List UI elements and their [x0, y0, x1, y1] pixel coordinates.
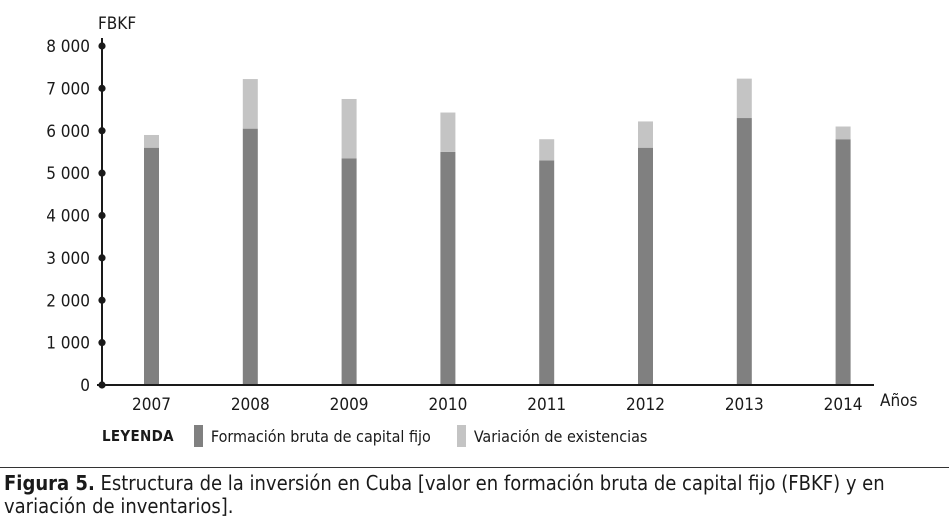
x-tick-label: 2007 [132, 395, 171, 415]
bar-existencias-2007 [144, 134, 159, 148]
y-tick-label: 6 000 [46, 122, 90, 142]
legend-entry-fbkf: Formación bruta de capital fijo [193, 425, 431, 447]
y-tick-label: 2 000 [46, 291, 90, 311]
caption-label: Figura 5. [4, 471, 95, 495]
legend-title: LEYENDA [102, 427, 174, 445]
bar-existencias-2012 [638, 121, 653, 148]
bar-existencias-2008 [242, 79, 258, 129]
legend-swatch-existencias [456, 425, 466, 447]
x-tick-label: 2013 [725, 395, 764, 415]
y-tick-label: 1 000 [46, 334, 90, 354]
bar-existencias-2013 [736, 78, 752, 119]
bar-existencias-2010 [440, 112, 456, 152]
figure-caption: Figura 5. Estructura de la inversión en … [4, 472, 904, 518]
bar-existencias-2009 [341, 98, 357, 159]
x-tick-label: 2012 [626, 395, 665, 415]
y-tick-label: 0 [80, 376, 90, 396]
legend: LEYENDA Formación bruta de capital fijo … [102, 424, 673, 448]
bar-fbkf-2010 [440, 151, 456, 385]
bar-fbkf-2013 [736, 118, 752, 385]
bar-existencias-2014 [835, 126, 851, 140]
bar-fbkf-2007 [144, 147, 159, 385]
y-axis-label: FBKF [98, 14, 136, 34]
bar-chart: FBKF 0 1 000 2 000 3 000 4 000 5 000 6 000 7 00… [46, 14, 918, 415]
y-tick-label: 7 000 [46, 79, 90, 99]
x-tick-label: 2009 [330, 395, 369, 415]
y-tick-label: 5 000 [46, 164, 90, 184]
caption-text: Estructura de la inversión en Cuba [valo… [4, 471, 885, 518]
y-tick-label: 8 000 [46, 37, 90, 57]
x-tick-label: 2010 [428, 395, 467, 415]
legend-label-fbkf: Formación bruta de capital fijo [210, 426, 431, 446]
bar-fbkf-2008 [242, 128, 258, 385]
x-axis-label: Años [880, 391, 918, 411]
bar-fbkf-2014 [835, 139, 851, 385]
bar-fbkf-2012 [638, 147, 653, 385]
legend-entry-existencias: Variación de existencias [456, 425, 648, 447]
bar-existencias-2011 [539, 139, 555, 161]
x-tick-label: 2011 [527, 395, 566, 415]
bar-fbkf-2009 [341, 158, 357, 385]
x-tick-label: 2014 [824, 395, 863, 415]
legend-swatch-fbkf [193, 425, 203, 447]
caption-rule [0, 467, 949, 468]
y-tick-label: 4 000 [46, 207, 90, 227]
x-tick-label: 2008 [231, 395, 270, 415]
bar-fbkf-2011 [539, 160, 555, 385]
y-tick-label: 3 000 [46, 249, 90, 269]
legend-label-existencias: Variación de existencias [473, 426, 648, 446]
